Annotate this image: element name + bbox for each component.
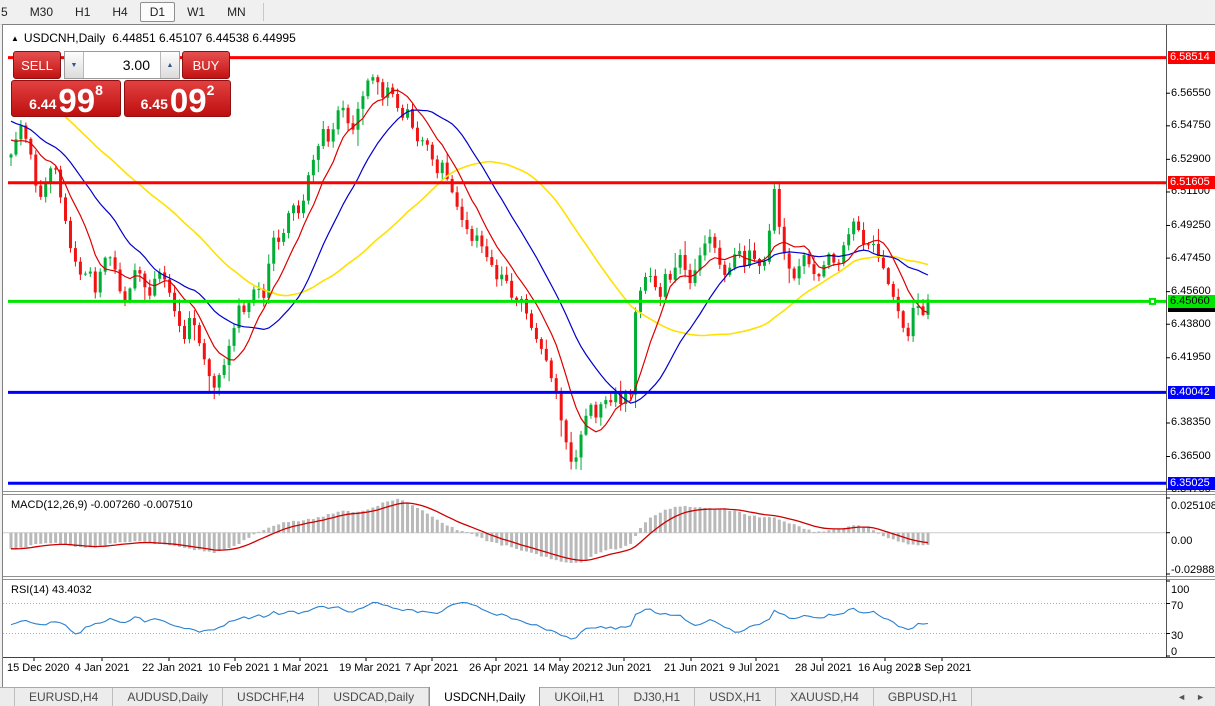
tab-scroll-right-icon[interactable]: ► [1196, 692, 1205, 702]
chart-tab-bar: EURUSD,H4 AUDUSD,Daily USDCHF,H4 USDCAD,… [0, 687, 1215, 706]
level-price-label: 6.35025 [1168, 476, 1215, 490]
volume-decrease-button[interactable]: ▼ [65, 52, 84, 78]
macd-axis-label: 0.00 [1171, 534, 1193, 547]
tab-dj30-h1[interactable]: DJ30,H1 [619, 688, 696, 706]
price-tick-label: 6.38350 [1171, 416, 1211, 429]
rsi-axis-label: 0 [1171, 646, 1178, 658]
tf-button-m30[interactable]: M30 [29, 5, 54, 19]
volume-input[interactable]: 3.00 [84, 52, 160, 78]
date-tick-label: 2 Jun 2021 [597, 662, 652, 674]
level-price-label: 6.51605 [1168, 176, 1215, 190]
volume-stepper: ▼ 3.00 ▲ [64, 51, 180, 79]
tab-usdcnh-daily[interactable]: USDCNH,Daily [429, 687, 541, 706]
date-tick-label: 26 Apr 2021 [469, 662, 529, 674]
price-tick-label: 6.36500 [1171, 450, 1211, 462]
date-tick-label: 14 May 2021 [533, 662, 597, 674]
price-tick-label: 6.56550 [1171, 86, 1211, 99]
buy-button[interactable]: BUY [182, 51, 230, 79]
tf-button-m5[interactable]: 5 [1, 5, 8, 19]
sell-price-small: 6.44 [29, 96, 57, 112]
rsi-axis-label: 100 [1171, 584, 1190, 596]
date-tick-label: 4 Jan 2021 [75, 662, 130, 674]
macd-indicator-label: MACD(12,26,9) -0.007260 -0.007510 [11, 499, 193, 511]
level-price-label: 6.58514 [1168, 51, 1215, 65]
macd-axis-label: 0.025108 [1171, 500, 1215, 512]
sell-price-sup: 8 [95, 82, 103, 98]
timeframe-toolbar: 5 M30 H1 H4 D1 W1 MN [0, 0, 1215, 25]
buy-price-big: 09 [169, 82, 207, 119]
chart-window: ▲ USDCNH,Daily 6.44851 6.45107 6.44538 6.4… [2, 24, 1215, 689]
rsi-axis-label: 30 [1171, 629, 1184, 642]
date-tick-label: 22 Jan 2021 [142, 662, 203, 674]
date-tick-label: 15 Dec 2020 [7, 662, 70, 674]
tab-usdx-h1[interactable]: USDX,H1 [695, 688, 777, 706]
rsi-indicator-label: RSI(14) 43.4032 [11, 584, 92, 596]
date-tick-label: 16 Aug 2021 [858, 662, 920, 674]
date-tick-label: 3 Sep 2021 [915, 662, 972, 674]
tf-button-d1[interactable]: D1 [139, 2, 176, 22]
one-click-trade-panel: SELL ▼ 3.00 ▲ BUY 6.44 99 8 [11, 51, 233, 117]
date-tick-label: 19 Mar 2021 [339, 662, 401, 674]
buy-price-sup: 2 [206, 82, 215, 98]
sell-price-tile[interactable]: 6.44 99 8 [11, 80, 121, 117]
tab-ukoil-h1[interactable]: UKOil,H1 [540, 688, 620, 706]
price-tick-label: 6.49250 [1171, 218, 1211, 231]
buy-price-tile[interactable]: 6.45 09 2 [124, 80, 231, 117]
tab-gbpusd-h1[interactable]: GBPUSD,H1 [874, 688, 973, 706]
level-price-label: 6.40042 [1168, 385, 1215, 399]
price-chart-canvas[interactable] [3, 25, 1215, 689]
chart-title: ▲ USDCNH,Daily 6.44851 6.45107 6.44538 6.4… [11, 31, 296, 45]
buy-price-small: 6.45 [140, 96, 168, 112]
tab-xauusd-h4[interactable]: XAUUSD,H4 [776, 688, 874, 706]
tf-button-w1[interactable]: W1 [187, 5, 206, 19]
tab-scroll-controls: ◄ ► [1177, 688, 1215, 706]
price-tick-label: 6.54750 [1171, 119, 1211, 132]
chevron-down-icon: ▼ [70, 61, 78, 69]
date-tick-label: 10 Feb 2021 [208, 662, 270, 674]
tab-eurusd-h4[interactable]: EURUSD,H4 [14, 688, 114, 706]
price-tick-label: 6.52900 [1171, 152, 1211, 165]
date-tick-label: 9 Jul 2021 [729, 662, 780, 674]
date-tick-label: 28 Jul 2021 [795, 662, 852, 674]
tab-scroll-left-icon[interactable]: ◄ [1177, 692, 1187, 702]
chart-symbol-label: USDCNH,Daily [23, 31, 106, 45]
tab-usdcad-daily[interactable]: USDCAD,Daily [319, 688, 430, 706]
price-tick-label: 6.47450 [1171, 251, 1211, 264]
rsi-axis-label: 70 [1171, 599, 1184, 612]
date-tick-label: 1 Mar 2021 [273, 662, 329, 674]
collapse-panel-icon[interactable]: ▲ [11, 34, 19, 43]
tab-usdchf-h4[interactable]: USDCHF,H4 [223, 688, 320, 706]
tf-button-mn[interactable]: MN [227, 5, 246, 19]
price-tick-label: 6.43800 [1171, 317, 1211, 330]
tf-button-h4[interactable]: H4 [112, 5, 128, 19]
tf-button-h1[interactable]: H1 [75, 5, 91, 19]
tab-audusd-daily[interactable]: AUDUSD,Daily [113, 688, 224, 706]
volume-increase-button[interactable]: ▲ [160, 52, 179, 78]
sell-price-big: 99 [58, 82, 96, 119]
date-tick-label: 7 Apr 2021 [405, 662, 459, 674]
toolbar-separator [262, 3, 264, 21]
price-tick-label: 6.45600 [1171, 285, 1211, 298]
price-tick-label: 6.41950 [1171, 351, 1211, 364]
chart-ohlc-values: 6.44851 6.45107 6.44538 6.44995 [112, 31, 296, 45]
sell-button[interactable]: SELL [13, 51, 61, 79]
chevron-up-icon: ▲ [166, 61, 174, 69]
level-price-label: 6.45060 [1168, 294, 1215, 308]
date-tick-label: 21 Jun 2021 [664, 662, 725, 674]
